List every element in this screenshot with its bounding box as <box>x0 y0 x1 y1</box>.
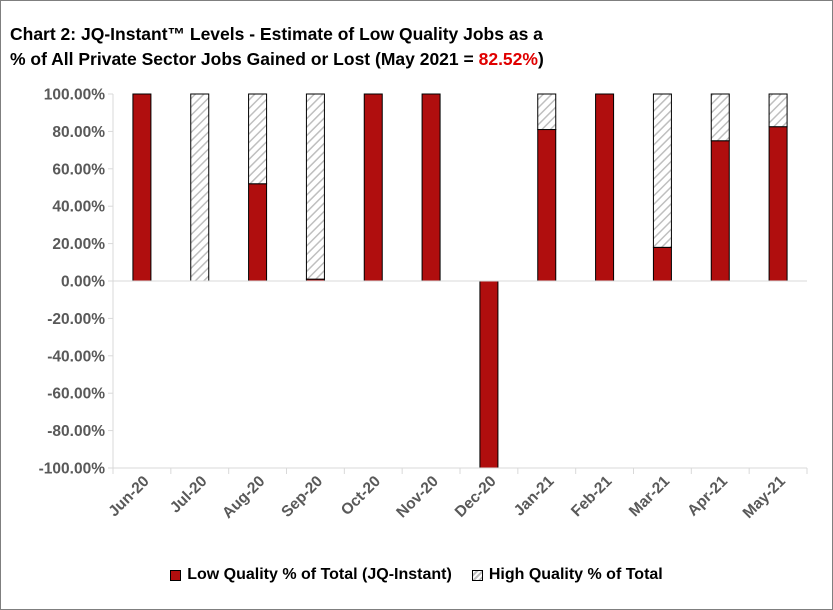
y-tick-label: 80.00% <box>52 124 105 141</box>
chart-title-line-1: Chart 2: JQ-Instant™ Levels - Estimate o… <box>10 24 543 44</box>
legend-label-low-quality: Low Quality % of Total (JQ-Instant) <box>187 566 452 583</box>
bar-low-quality-dec-20 <box>479 280 499 469</box>
y-tick-label: 0.00% <box>61 274 105 291</box>
y-tick-label: -40.00% <box>47 348 105 365</box>
x-tick-label: Oct-20 <box>338 473 384 519</box>
y-tick-label: -60.00% <box>47 386 105 403</box>
x-tick-label: Jul-20 <box>167 473 211 517</box>
bar-high-quality-aug-20 <box>248 93 268 185</box>
chart-title-line-2-text: % of All Private Sector Jobs Gained or L… <box>10 49 479 69</box>
x-tick-label: Nov-20 <box>393 473 442 522</box>
x-tick-label: Jan-21 <box>511 473 558 520</box>
bar-high-quality-mar-21 <box>652 93 672 248</box>
bar-high-quality-may-21 <box>768 93 788 128</box>
bar-low-quality-oct-20 <box>363 93 383 282</box>
legend-label-high-quality: High Quality % of Total <box>488 566 663 583</box>
bar-high-quality-jan-21 <box>537 93 557 131</box>
legend-item-high-quality: High Quality % of Total <box>471 566 663 584</box>
chart-title-highlight-value: 82.52% <box>478 49 538 69</box>
bar-high-quality-jul-20 <box>190 93 210 282</box>
bar-low-quality-apr-21 <box>710 140 730 282</box>
chart-title: Chart 2: JQ-Instant™ Levels - Estimate o… <box>10 22 544 72</box>
y-tick-label: 100.00% <box>44 87 105 104</box>
legend-swatch-low-quality <box>170 569 182 581</box>
y-tick-label: -100.00% <box>39 461 106 478</box>
legend: Low Quality % of Total (JQ-Instant) High… <box>0 566 833 584</box>
bar-low-quality-nov-20 <box>421 93 441 282</box>
x-tick-label: Apr-21 <box>684 473 731 520</box>
bar-low-quality-aug-20 <box>248 183 268 282</box>
y-tick-label: 60.00% <box>52 161 105 178</box>
bar-low-quality-mar-21 <box>652 246 672 282</box>
chart-title-line-2-end: ) <box>537 49 544 69</box>
y-tick-label: -80.00% <box>47 423 105 440</box>
bar-high-quality-sep-20 <box>305 93 325 280</box>
x-tick-label: Dec-20 <box>452 473 500 521</box>
bars <box>132 93 788 469</box>
x-tick-label: Aug-20 <box>219 473 268 522</box>
legend-item-low-quality: Low Quality % of Total (JQ-Instant) <box>170 566 452 584</box>
bar-low-quality-jan-21 <box>537 129 557 282</box>
x-tick-label: Sep-20 <box>278 473 326 521</box>
y-axis: 100.00% 80.00% 60.00% 40.00% 20.00% 0.00% -20.… <box>39 87 114 478</box>
bar-high-quality-apr-21 <box>710 93 730 142</box>
bar-low-quality-may-21 <box>768 126 788 282</box>
legend-swatch-high-quality <box>471 569 483 581</box>
x-tick-label: Feb-21 <box>568 473 616 521</box>
chart-title-line-2: % of All Private Sector Jobs Gained or L… <box>10 47 544 72</box>
x-tick-label: Mar-21 <box>626 473 674 521</box>
bar-low-quality-jun-20 <box>132 93 152 282</box>
y-tick-label: 40.00% <box>52 199 105 216</box>
x-axis: Jun-20 Jul-20 Aug-20 Sep-20 Oct-20 Nov-20 Dec-… <box>105 280 808 522</box>
x-tick-label: Jun-20 <box>105 473 152 520</box>
x-tick-label: May-21 <box>740 473 789 522</box>
y-tick-label: -20.00% <box>47 311 105 328</box>
y-tick-label: 20.00% <box>52 236 105 253</box>
bar-low-quality-feb-21 <box>595 93 615 282</box>
